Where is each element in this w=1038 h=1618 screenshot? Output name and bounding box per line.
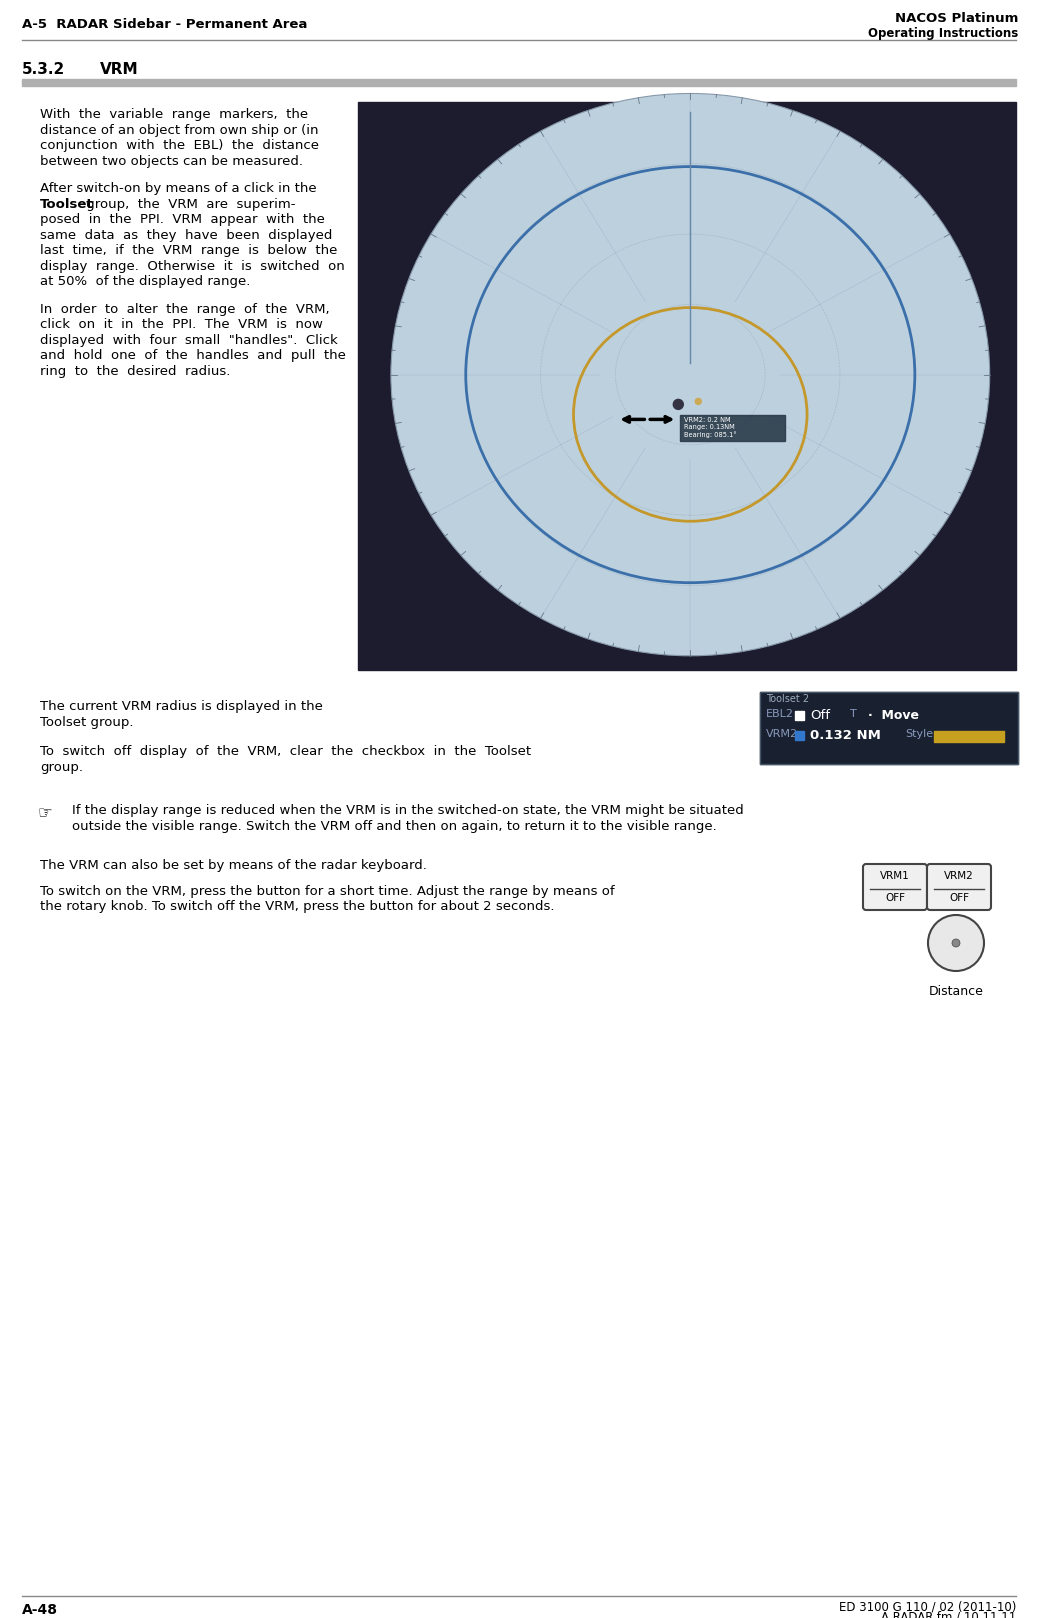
Text: Distance: Distance	[929, 985, 983, 998]
Text: Off: Off	[810, 709, 830, 722]
Text: ☞: ☞	[38, 804, 53, 822]
Text: last  time,  if  the  VRM  range  is  below  the: last time, if the VRM range is below the	[40, 244, 337, 257]
Text: OFF: OFF	[949, 893, 969, 903]
Text: displayed  with  four  small  "handles".  Click: displayed with four small "handles". Cli…	[40, 333, 337, 346]
Text: To switch on the VRM, press the button for a short time. Adjust the range by mea: To switch on the VRM, press the button f…	[40, 885, 614, 898]
Text: A RADAR.fm / 10.11.11: A RADAR.fm / 10.11.11	[881, 1612, 1016, 1618]
Text: posed  in  the  PPI.  VRM  appear  with  the: posed in the PPI. VRM appear with the	[40, 214, 325, 227]
Text: ED 3100 G 110 / 02 (2011-10): ED 3100 G 110 / 02 (2011-10)	[839, 1600, 1016, 1613]
Text: If the display range is reduced when the VRM is in the switched-on state, the VR: If the display range is reduced when the…	[72, 804, 744, 817]
Text: at 50%  of the displayed range.: at 50% of the displayed range.	[40, 275, 250, 288]
Text: A-5  RADAR Sidebar - Permanent Area: A-5 RADAR Sidebar - Permanent Area	[22, 18, 307, 31]
Text: The VRM can also be set by means of the radar keyboard.: The VRM can also be set by means of the …	[40, 859, 427, 872]
Text: outside the visible range. Switch the VRM off and then on again, to return it to: outside the visible range. Switch the VR…	[72, 819, 717, 833]
Text: A-48: A-48	[22, 1603, 58, 1616]
Text: group.: group.	[40, 760, 83, 773]
Circle shape	[674, 400, 683, 409]
Text: conjunction  with  the  EBL)  the  distance: conjunction with the EBL) the distance	[40, 139, 319, 152]
Text: the rotary knob. To switch off the VRM, press the button for about 2 seconds.: the rotary knob. To switch off the VRM, …	[40, 900, 554, 913]
Bar	[22, 79, 1016, 86]
Text: OFF: OFF	[885, 893, 905, 903]
Text: Operating Instructions: Operating Instructions	[868, 28, 1018, 40]
Text: NACOS Platinum: NACOS Platinum	[895, 11, 1018, 24]
Text: VRM2: VRM2	[766, 730, 798, 739]
Bar	[795, 710, 804, 720]
Text: VRM1: VRM1	[880, 870, 910, 880]
Circle shape	[928, 916, 984, 971]
Text: VRM2: 0.2 NM
Range: 0.13NM
Bearing: 085.1°: VRM2: 0.2 NM Range: 0.13NM Bearing: 085.…	[684, 417, 737, 438]
Text: VRM2: VRM2	[945, 870, 974, 880]
Text: With  the  variable  range  markers,  the: With the variable range markers, the	[40, 108, 308, 121]
Text: To  switch  off  display  of  the  VRM,  clear  the  checkbox  in  the  Toolset: To switch off display of the VRM, clear …	[40, 744, 531, 757]
Text: click  on  it  in  the  PPI.  The  VRM  is  now: click on it in the PPI. The VRM is now	[40, 319, 323, 332]
Bar	[795, 731, 804, 739]
Text: Toolset group.: Toolset group.	[40, 715, 134, 728]
Ellipse shape	[391, 94, 989, 655]
Text: group,  the  VRM  are  superim-: group, the VRM are superim-	[82, 197, 296, 210]
Text: ·  Move: · Move	[868, 709, 919, 722]
Text: The current VRM radius is displayed in the: The current VRM radius is displayed in t…	[40, 701, 323, 714]
Text: same  data  as  they  have  been  displayed: same data as they have been displayed	[40, 228, 332, 241]
Bar	[760, 693, 1018, 764]
Text: display  range.  Otherwise  it  is  switched  on: display range. Otherwise it is switched …	[40, 259, 345, 272]
Text: and  hold  one  of  the  handles  and  pull  the: and hold one of the handles and pull the	[40, 349, 346, 362]
FancyBboxPatch shape	[927, 864, 991, 909]
Text: Toolset: Toolset	[40, 197, 93, 210]
Text: T: T	[850, 709, 856, 718]
Bar	[760, 693, 1018, 764]
Text: Style: Style	[905, 730, 933, 739]
Text: EBL2: EBL2	[766, 709, 794, 718]
Circle shape	[952, 938, 960, 947]
Bar	[680, 416, 786, 442]
Text: ring  to  the  desired  radius.: ring to the desired radius.	[40, 364, 230, 377]
Bar	[924, 913, 988, 977]
Text: between two objects can be measured.: between two objects can be measured.	[40, 154, 303, 168]
Bar	[358, 102, 1016, 670]
FancyBboxPatch shape	[863, 864, 927, 909]
Text: 5.3.2: 5.3.2	[22, 61, 65, 78]
Text: Toolset 2: Toolset 2	[766, 694, 810, 704]
Text: In  order  to  alter  the  range  of  the  VRM,: In order to alter the range of the VRM,	[40, 303, 330, 316]
Circle shape	[695, 398, 702, 404]
Bar	[934, 731, 1004, 743]
Text: 0.132 NM: 0.132 NM	[810, 730, 881, 743]
Text: After switch-on by means of a click in the: After switch-on by means of a click in t…	[40, 181, 317, 196]
Text: distance of an object from own ship or (in: distance of an object from own ship or (…	[40, 123, 319, 136]
Text: VRM: VRM	[100, 61, 139, 78]
